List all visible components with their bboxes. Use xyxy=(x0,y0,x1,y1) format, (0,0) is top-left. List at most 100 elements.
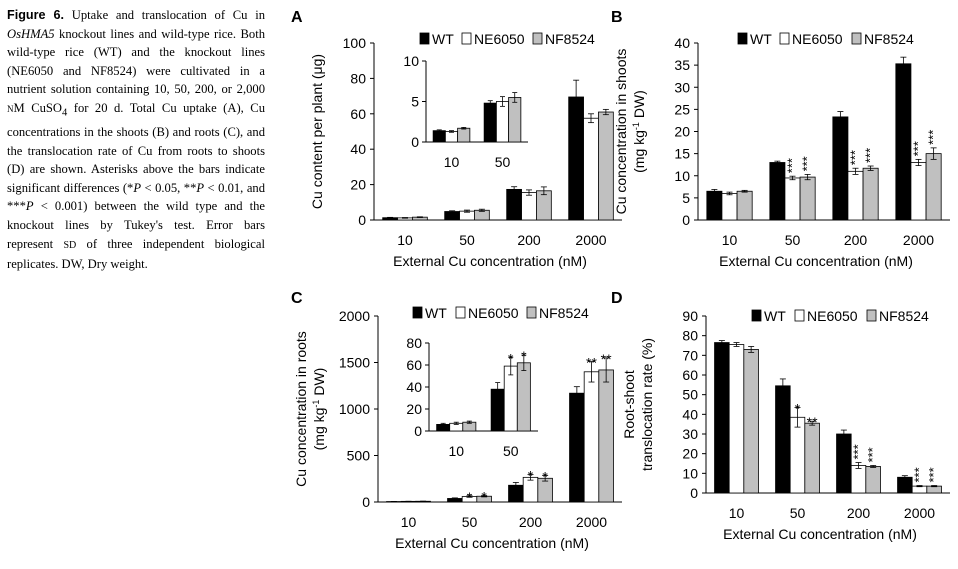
legend-swatch-ne6050 xyxy=(794,309,805,322)
y-axis-label: (mg kg-1 DW) xyxy=(631,90,647,173)
legend-swatch-wt xyxy=(412,306,423,319)
legend-swatch-nf8524 xyxy=(526,306,537,319)
inset-y-tick-label: 20 xyxy=(406,401,422,417)
bar-nf8524-10 xyxy=(743,349,759,494)
significance-stars: * xyxy=(508,350,514,366)
legend-swatch-ne6050 xyxy=(779,32,790,45)
inset-x-tick-label: 50 xyxy=(503,443,519,459)
significance-stars: * xyxy=(528,468,534,484)
unit-text: nM xyxy=(7,100,25,115)
legend-label: NF8524 xyxy=(879,308,929,324)
inset-y-tick-label: 80 xyxy=(406,335,422,351)
panel-label: C xyxy=(291,290,303,307)
legend: WT NE6050 NF8524 xyxy=(419,31,595,47)
inset-y-tick-label: 60 xyxy=(406,357,422,373)
legend-label: NF8524 xyxy=(539,305,589,321)
legend-swatch-wt xyxy=(737,32,748,45)
significance-stars: *** xyxy=(863,148,878,163)
y-tick-label: 70 xyxy=(682,347,698,363)
y-tick-label: 80 xyxy=(350,70,366,86)
y-tick-label: 60 xyxy=(350,106,366,122)
inset-y-tick-label: 0 xyxy=(411,134,419,150)
caption-text: of three independent biological replicat… xyxy=(7,236,265,272)
bar-nf8524-200 xyxy=(536,190,552,221)
legend-label: WT xyxy=(764,308,786,324)
y-tick-label: 50 xyxy=(682,387,698,403)
p-symbol: P xyxy=(133,180,142,195)
y-tick-label: 90 xyxy=(682,308,698,324)
legend-label: NE6050 xyxy=(474,31,525,47)
y-axis-label: Cu content per plant (μg) xyxy=(309,54,325,209)
x-tick-label: 2000 xyxy=(575,232,606,248)
legend: WT NE6050 NF8524 xyxy=(412,305,589,321)
p-symbol: P xyxy=(25,199,34,214)
legend-swatch-nf8524 xyxy=(851,32,862,45)
bar-ne6050-50 xyxy=(784,177,801,221)
bar-ne6050-2000 xyxy=(583,117,599,221)
significance-stars: *** xyxy=(851,444,866,459)
significance-stars: * xyxy=(467,489,473,505)
significance-stars: *** xyxy=(912,467,927,482)
gene-name: OsHMA5 xyxy=(7,26,55,41)
legend-swatch-nf8524 xyxy=(532,32,543,45)
y-tick-label: 25 xyxy=(674,101,690,117)
legend-label: NE6050 xyxy=(807,308,858,324)
bar-nf8524-50 xyxy=(508,97,522,143)
y-tick-label: 0 xyxy=(682,212,690,228)
y-tick-label: 60 xyxy=(682,367,698,383)
bar-wt-200 xyxy=(836,433,852,494)
legend-label: NF8524 xyxy=(864,31,914,47)
x-tick-label: 200 xyxy=(847,505,871,521)
bar-wt-50 xyxy=(769,162,786,221)
y-tick-label: 40 xyxy=(682,406,698,422)
panel-label: D xyxy=(611,290,623,307)
chart-panel-b: B 0 5 10 15 20 25 30 35 40 10 50 200 2000 External Cu … xyxy=(611,9,950,269)
significance-stars: *** xyxy=(911,141,926,156)
significance-stars: *** xyxy=(865,447,880,462)
bar-wt-10 xyxy=(706,190,723,221)
x-tick-label: 2000 xyxy=(903,232,934,248)
inset-y-tick-label: 5 xyxy=(411,94,419,110)
p-symbol: P xyxy=(196,180,205,195)
legend-label: NE6050 xyxy=(468,305,519,321)
bar-wt-200 xyxy=(832,116,849,221)
bar-wt-50 xyxy=(775,385,791,494)
significance-stars: * xyxy=(521,348,527,364)
y-tick-label: 5 xyxy=(682,190,690,206)
bar-nf8524-2000 xyxy=(598,369,614,503)
caption-text: < 0.001) between the wild type and the k… xyxy=(7,199,265,251)
caption-text: for 20 d. Total Cu uptake (A), Cu concen… xyxy=(7,100,265,195)
significance-stars: *** xyxy=(800,156,815,171)
bar-wt-2000 xyxy=(897,476,913,494)
x-tick-label: 10 xyxy=(729,505,745,521)
inset-y-tick-label: 0 xyxy=(414,423,422,439)
inset-y-tick-label: 10 xyxy=(403,53,419,69)
legend-swatch-wt xyxy=(419,32,430,45)
bar-wt-50 xyxy=(483,102,497,143)
x-axis-label: External Cu concentration (nM) xyxy=(723,526,917,542)
legend-label: WT xyxy=(432,31,454,47)
y-tick-label: 40 xyxy=(350,141,366,157)
y-tick-label: 30 xyxy=(674,79,690,95)
x-tick-label: 50 xyxy=(462,514,478,530)
bar-nf8524-50 xyxy=(799,176,816,221)
bar-nf8524-50 xyxy=(804,422,820,494)
y-tick-label: 10 xyxy=(682,465,698,481)
figure-label: Figure 6. xyxy=(7,8,65,22)
figure-caption: Figure 6. Uptake and translocation of Cu… xyxy=(7,6,265,274)
y-tick-label: 1500 xyxy=(339,355,370,371)
x-tick-label: 200 xyxy=(517,232,541,248)
bar-ne6050-200 xyxy=(521,192,537,221)
bar-ne6050-200 xyxy=(847,170,864,221)
y-tick-label: 20 xyxy=(674,124,690,140)
y-tick-label: 30 xyxy=(682,426,698,442)
legend-swatch-nf8524 xyxy=(866,309,877,322)
x-tick-label: 50 xyxy=(459,232,475,248)
significance-stars: * xyxy=(542,468,548,484)
bar-wt-10 xyxy=(432,130,446,143)
significance-stars: * xyxy=(795,400,801,416)
y-axis-label: Cu concentration in shoots xyxy=(613,49,629,215)
y-tick-label: 15 xyxy=(674,146,690,162)
